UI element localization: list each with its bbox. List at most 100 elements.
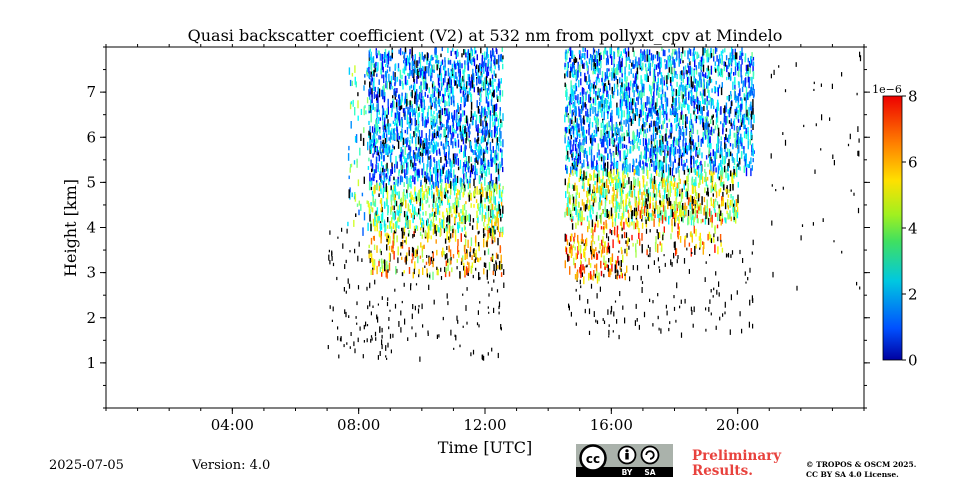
- heatmap-cell: [482, 228, 485, 234]
- heatmap-cell: [447, 221, 450, 225]
- heatmap-cell: [431, 212, 434, 217]
- heatmap-cell: [567, 150, 569, 160]
- heatmap-cell: [367, 72, 369, 76]
- heatmap-cell: [497, 54, 500, 63]
- heatmap-cell: [629, 163, 631, 173]
- heatmap-cell: [749, 139, 751, 146]
- heatmap-cell: [608, 130, 610, 139]
- heatmap-cell: [702, 122, 705, 131]
- heatmap-cell: [661, 168, 663, 177]
- heatmap-cell: [660, 96, 663, 105]
- heatmap-cell: [621, 73, 623, 78]
- heatmap-cell: [384, 138, 387, 146]
- heatmap-cell: [380, 152, 383, 159]
- heatmap-cell: [367, 141, 369, 151]
- heatmap-cell: [393, 234, 395, 244]
- heatmap-cell: [573, 157, 576, 165]
- heatmap-cell: [414, 188, 416, 195]
- heatmap-cell: [437, 77, 440, 86]
- heatmap-cell: [639, 138, 641, 145]
- heatmap-cell: [712, 114, 714, 118]
- heatmap-cell: [715, 167, 717, 173]
- heatmap-cell: [412, 210, 415, 218]
- heatmap-cell: [392, 100, 394, 108]
- heatmap-cell: [415, 69, 418, 75]
- heatmap-cell: [680, 129, 682, 135]
- heatmap-cell: [472, 115, 474, 120]
- heatmap-cell: [397, 132, 400, 141]
- heatmap-cell: [656, 52, 659, 62]
- heatmap-cell: [499, 227, 502, 234]
- heatmap-cell: [424, 183, 427, 189]
- heatmap-cell: [583, 115, 585, 125]
- heatmap-cell: [462, 135, 464, 140]
- heatmap-cell: [380, 62, 383, 71]
- heatmap-cell: [751, 52, 753, 59]
- heatmap-cell: [426, 268, 428, 277]
- heatmap-cell: [467, 166, 470, 173]
- heatmap-cell: [474, 137, 476, 143]
- heatmap-cell: [725, 133, 727, 140]
- heatmap-cell: [664, 184, 667, 191]
- heatmap-cell: [384, 53, 386, 60]
- heatmap-cell: [706, 95, 708, 102]
- heatmap-cell: [493, 188, 495, 198]
- heatmap-cell: [574, 137, 577, 143]
- heatmap-cell: [364, 74, 366, 78]
- heatmap-cell: [741, 139, 743, 146]
- heatmap-cell: [678, 58, 680, 67]
- heatmap-cell: [462, 75, 464, 82]
- heatmap-cell: [353, 160, 356, 165]
- heatmap-cell: [718, 54, 721, 60]
- heatmap-cell: [437, 181, 439, 188]
- heatmap-cell: [369, 81, 371, 88]
- heatmap-cell: [605, 57, 608, 66]
- heatmap-cell: [453, 169, 455, 178]
- heatmap-cell: [727, 212, 729, 220]
- heatmap-cell: [475, 65, 477, 73]
- heatmap-cell: [606, 68, 608, 77]
- heatmap-cell: [571, 125, 573, 129]
- heatmap-cell: [433, 64, 435, 73]
- heatmap-cell: [593, 49, 596, 53]
- heatmap-cell: [617, 108, 619, 116]
- heatmap-cell: [454, 197, 457, 205]
- heatmap-cell: [694, 190, 697, 197]
- heatmap-cell: [611, 56, 613, 65]
- heatmap-cell: [609, 47, 611, 55]
- heatmap-cell: [695, 87, 697, 93]
- heatmap-cell: [623, 87, 626, 97]
- heatmap-cell: [617, 176, 619, 184]
- heatmap-cell: [443, 250, 445, 256]
- heatmap-cell: [591, 165, 593, 170]
- heatmap-cell: [701, 137, 704, 144]
- heatmap-cell: [385, 183, 387, 193]
- heatmap-cell: [406, 215, 408, 224]
- heatmap-cell: [742, 52, 744, 56]
- heatmap-cell: [493, 232, 495, 236]
- heatmap-cell: [659, 147, 661, 155]
- heatmap-cell: [398, 135, 401, 140]
- heatmap-cell: [616, 132, 618, 141]
- heatmap-cell: [575, 58, 578, 63]
- heatmap-cell: [746, 92, 749, 101]
- heatmap-cell: [396, 209, 398, 216]
- heatmap-cell: [698, 72, 700, 77]
- heatmap-cell: [702, 82, 705, 90]
- heatmap-cell: [430, 98, 433, 106]
- heatmap-cell: [564, 62, 566, 68]
- heatmap-cell: [398, 225, 400, 229]
- heatmap-cell: [484, 108, 486, 116]
- heatmap-cell: [709, 152, 712, 157]
- heatmap-cell: [663, 118, 666, 124]
- heatmap-cell: [657, 211, 659, 218]
- heatmap-cell: [379, 135, 382, 140]
- heatmap-cell: [672, 91, 674, 95]
- heatmap-cell: [652, 197, 654, 202]
- heatmap-cell: [389, 220, 391, 229]
- heatmap-cell: [347, 221, 349, 227]
- heatmap-cell: [499, 189, 501, 199]
- heatmap-cell: [602, 133, 605, 143]
- heatmap-cell: [584, 55, 586, 59]
- heatmap-cell: [712, 149, 714, 157]
